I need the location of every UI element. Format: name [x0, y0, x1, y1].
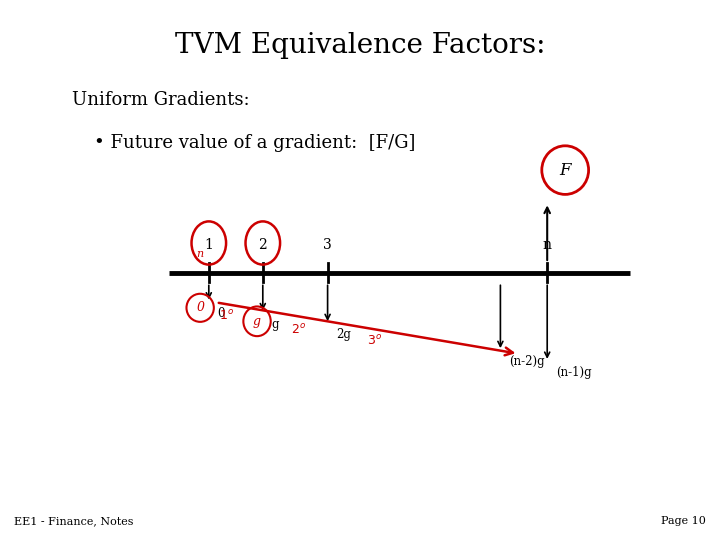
- Text: 0: 0: [217, 307, 225, 320]
- Text: g: g: [271, 318, 279, 330]
- Text: 2g: 2g: [336, 328, 351, 341]
- Text: EE1 - Finance, Notes: EE1 - Finance, Notes: [14, 516, 134, 526]
- Text: TVM Equivalence Factors:: TVM Equivalence Factors:: [175, 32, 545, 59]
- Text: F: F: [559, 161, 571, 179]
- Text: • Future value of a gradient:  [F/G]: • Future value of a gradient: [F/G]: [94, 134, 415, 152]
- Text: (n-2)g: (n-2)g: [509, 355, 544, 368]
- Text: n: n: [543, 238, 552, 252]
- Text: $3^o$: $3^o$: [367, 334, 382, 348]
- Text: Uniform Gradients:: Uniform Gradients:: [72, 91, 250, 109]
- Text: Page 10: Page 10: [661, 516, 706, 526]
- Text: $1^o$: $1^o$: [220, 309, 234, 323]
- Text: (n-1)g: (n-1)g: [556, 366, 591, 379]
- Text: n: n: [197, 249, 204, 259]
- Text: 2: 2: [258, 238, 267, 252]
- Text: 3: 3: [323, 238, 332, 252]
- Text: g: g: [253, 315, 261, 328]
- Text: 1: 1: [204, 238, 213, 252]
- Text: 0: 0: [196, 301, 204, 314]
- Text: $2^o$: $2^o$: [292, 322, 306, 336]
